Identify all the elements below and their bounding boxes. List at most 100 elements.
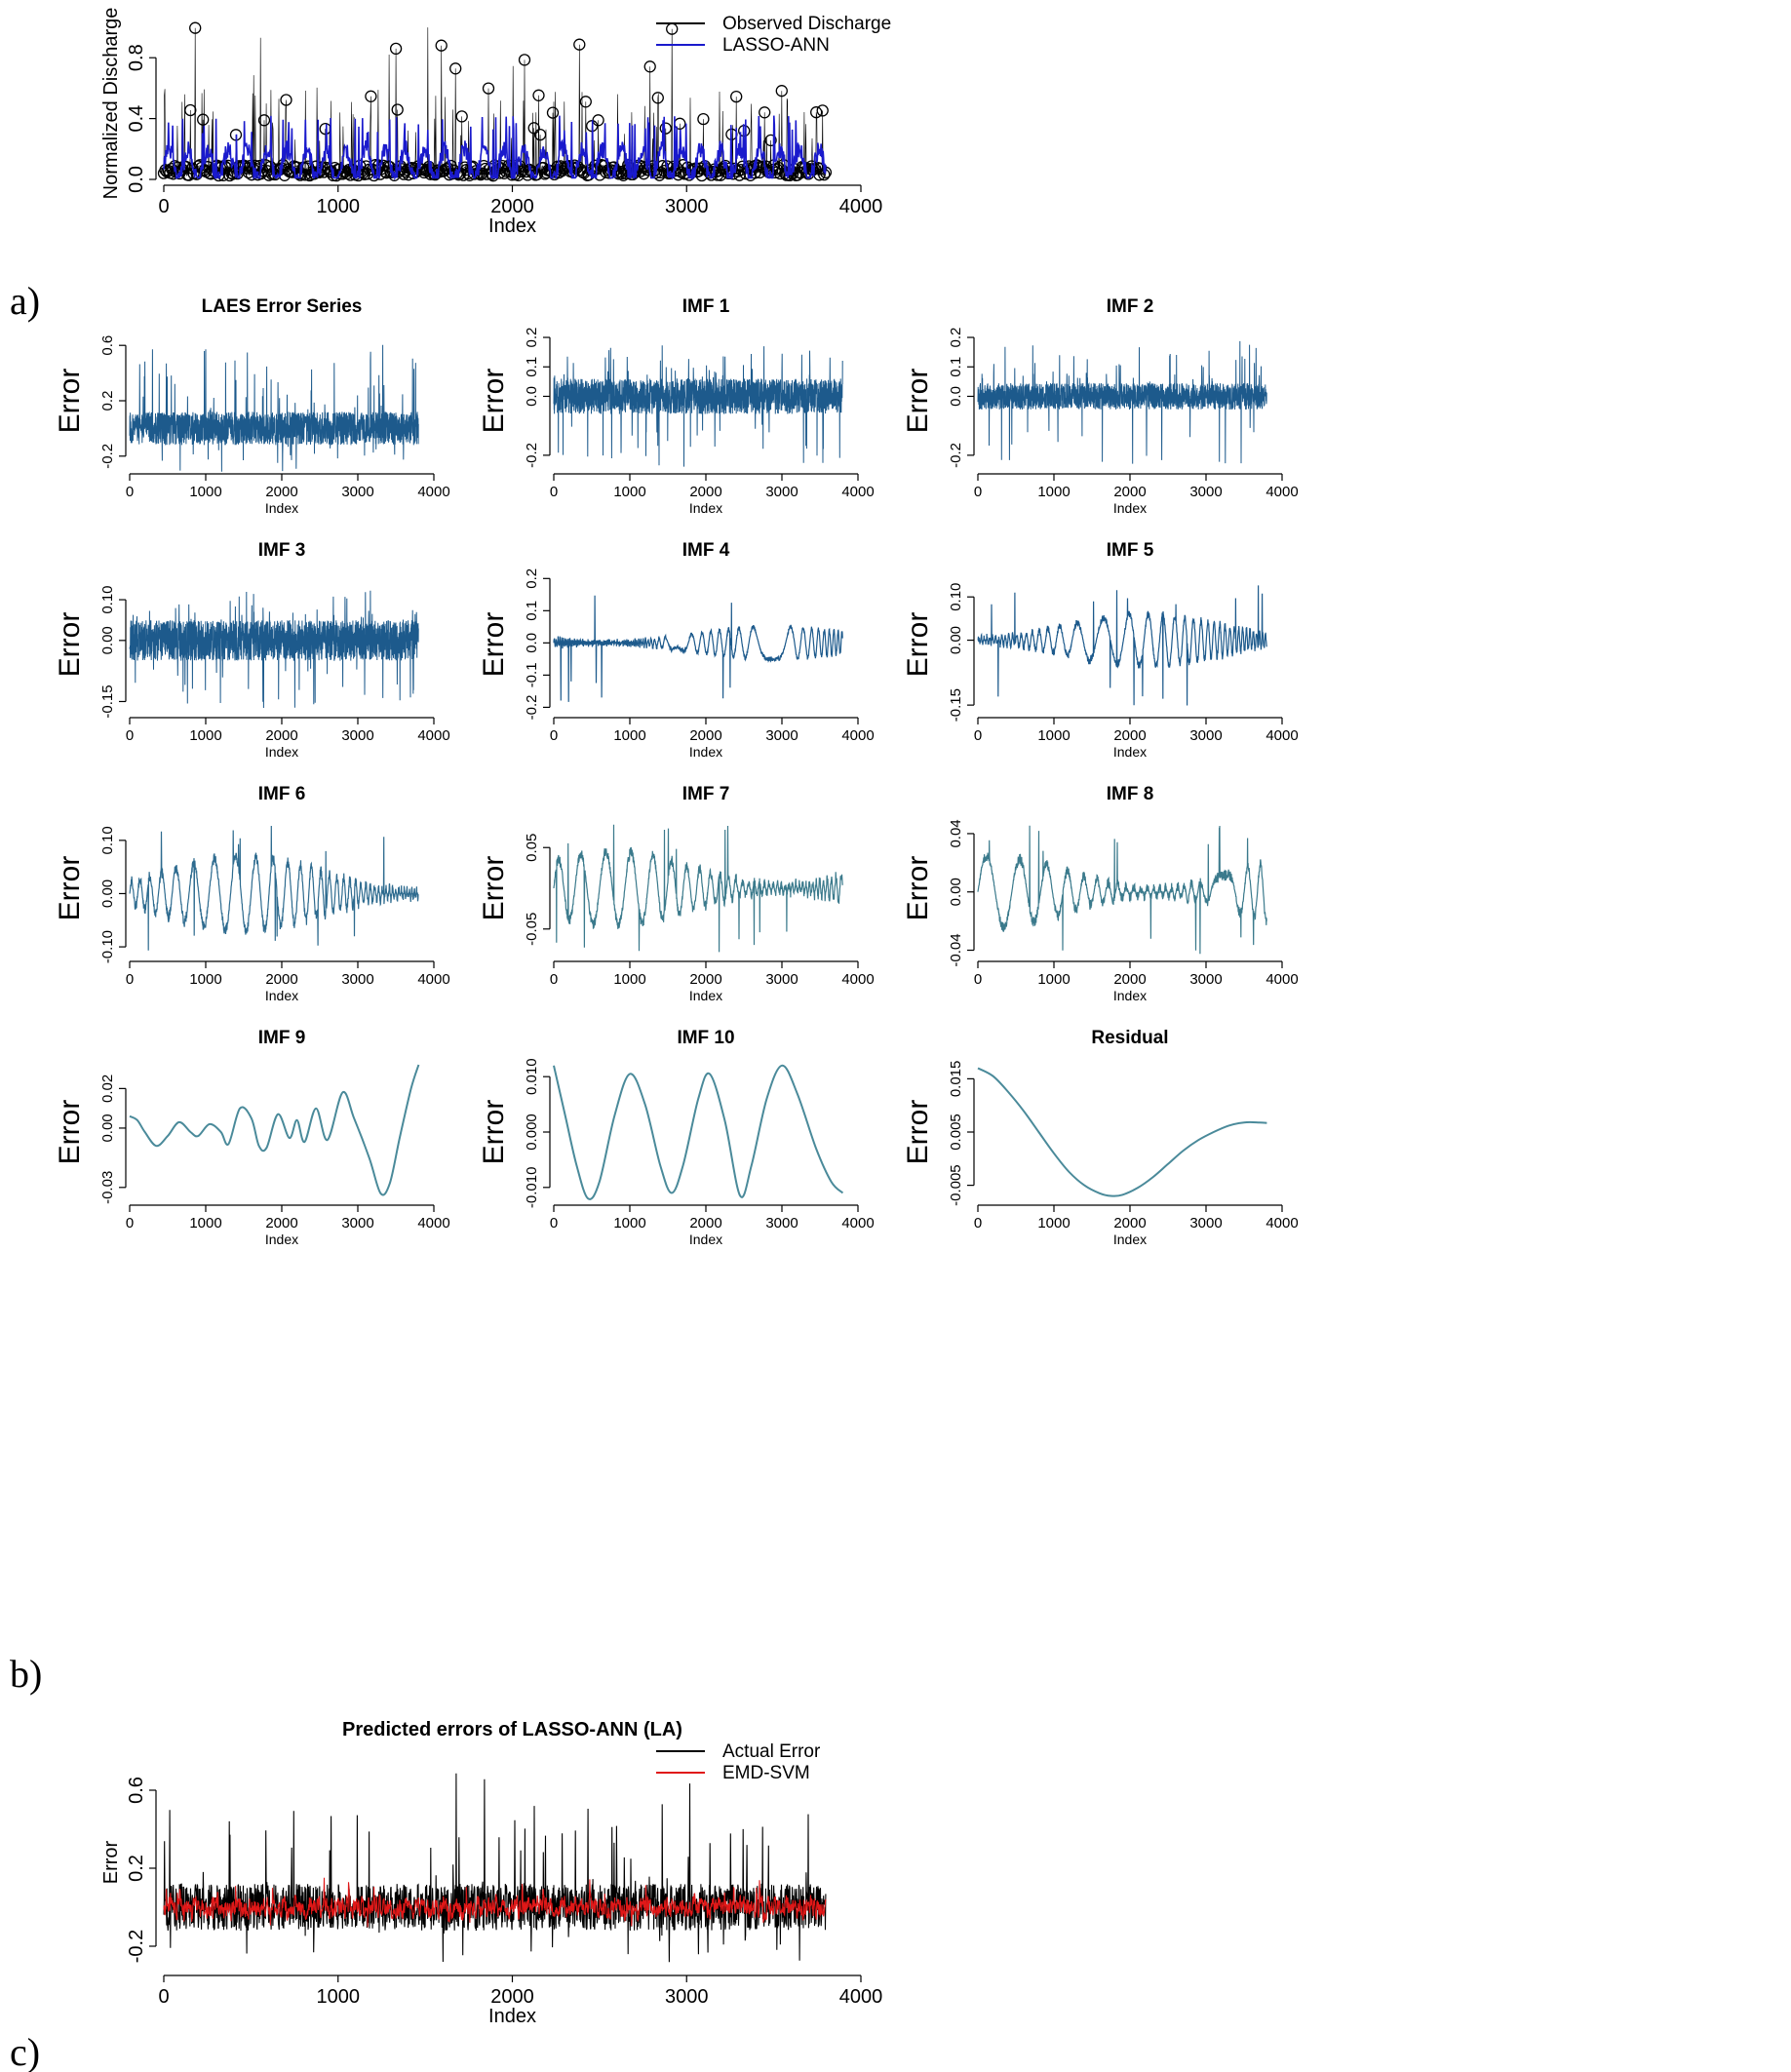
axes [543,336,859,481]
x-axis-label: Index [265,988,298,1003]
series-lasso-ann [163,115,827,181]
x-tick-label: 4000 [1265,1215,1298,1231]
series-0 [977,340,1267,464]
chart-title: IMF 4 [682,540,730,561]
x-axis-label: Index [265,744,298,760]
x-tick-label: 0 [974,971,982,988]
y-tick-label: 0.05 [524,834,540,862]
x-axis-label: Index [689,988,722,1003]
x-tick-label: 3000 [765,727,798,744]
chart-title: IMF 1 [682,296,730,317]
axes [543,577,859,724]
axes [119,599,435,724]
x-axis-label: Index [1113,500,1147,516]
axes [967,596,1283,724]
y-tick-label: -0.2 [524,443,540,468]
series-line [163,1877,827,1928]
y-tick-label: 0.2 [948,328,964,348]
axes [149,1789,862,1982]
y-tick-label: 0.015 [948,1061,964,1098]
x-tick-label: 2000 [1113,1215,1146,1231]
x-tick-label: 3000 [341,971,373,988]
x-tick-label: 3000 [765,971,798,988]
y-axis-label: Error [478,369,510,434]
x-axis-label: Index [689,500,722,516]
x-tick-label: 1000 [189,727,221,744]
y-tick-label: 0.1 [948,357,964,377]
x-tick-label: 1000 [1037,484,1070,500]
y-tick-label: -0.2 [524,694,540,720]
x-tick-label: 1000 [189,1215,221,1231]
x-tick-label: 4000 [417,1215,449,1231]
x-tick-label: 1000 [317,196,361,217]
y-tick-label: 0.02 [99,1075,116,1103]
x-tick-label: 3000 [341,1215,373,1231]
chart-b8: IMF 7 0 1000 2000 3000 4000 Index -0.05 0.05 Erro… [478,784,875,1003]
chart-title: IMF 10 [677,1028,734,1048]
series-line [553,345,843,467]
axes [149,57,862,192]
y-tick-label: 0.000 [524,1114,540,1151]
x-tick-label: 4000 [1265,727,1298,744]
y-tick-label: 0.0 [524,633,540,653]
x-tick-label: 0 [126,484,134,500]
chart-b11: IMF 10 0 1000 2000 3000 4000 Index -0.010 0.000 0… [478,1028,875,1247]
y-tick-label: 0.0 [948,386,964,407]
x-tick-label: 3000 [1189,727,1222,744]
series-line [977,340,1267,464]
x-tick-label: 0 [550,1215,558,1231]
y-axis-label: Error [478,612,510,678]
axes [967,1077,1283,1212]
y-tick-label: 0.4 [126,105,147,133]
x-tick-label: 0 [126,1215,134,1231]
series-0 [977,585,1267,706]
chart-title: IMF 7 [682,784,730,804]
chart-b5: IMF 4 0 1000 2000 3000 4000 Index -0.2 -0.1 0.0 0.… [478,540,875,760]
x-tick-label: 2000 [265,1215,297,1231]
x-tick-label: 4000 [841,971,874,988]
x-tick-label: 0 [126,727,134,744]
y-tick-label: -0.005 [948,1164,964,1206]
x-tick-label: 2000 [1113,727,1146,744]
axes [967,833,1283,968]
y-tick-label: 0.10 [99,826,116,854]
x-tick-label: 4000 [839,196,883,217]
x-axis-label: Index [488,2006,536,2027]
y-axis-label: Error [478,1100,510,1165]
y-tick-label: -0.2 [948,443,964,468]
chart-b12: Residual 0 1000 2000 3000 4000 Index -0.005 0.00… [902,1028,1299,1247]
y-tick-label: 0.1 [524,601,540,621]
chart-b6: IMF 5 0 1000 2000 3000 4000 Index -0.15 0.00 0.10… [902,540,1299,760]
chart-b10: IMF 9 0 1000 2000 3000 4000 Index -0.03 0.00 0.02… [54,1028,450,1247]
series-line [977,585,1267,706]
x-tick-label: 1000 [317,1986,361,2008]
x-tick-label: 0 [974,1215,982,1231]
x-tick-label: 0 [550,484,558,500]
panel-label-b: b) [10,1652,42,1696]
axes [543,1075,859,1212]
chart-c: Predicted errors of LASSO-ANN (LA) 0 1000 2… [100,1719,882,2027]
x-tick-label: 2000 [265,971,297,988]
panel-label-c: c) [10,2030,40,2072]
legend-label: LASSO-ANN [722,35,830,56]
axes [119,344,435,481]
y-tick-label: 0.00 [99,880,116,908]
y-tick-label: 0.00 [948,626,964,654]
series-0 [977,1067,1267,1197]
y-tick-label: -0.04 [948,933,964,966]
axes [119,1087,435,1212]
x-tick-label: 4000 [417,971,449,988]
x-tick-label: 3000 [665,1986,709,2008]
x-tick-label: 2000 [265,484,297,500]
y-axis-label: Error [902,612,934,678]
y-tick-label: -0.10 [99,930,116,963]
x-tick-label: 2000 [1113,484,1146,500]
x-tick-label: 0 [158,1986,169,2008]
y-axis-label: Error [902,369,934,434]
x-axis-label: Index [689,744,722,760]
y-tick-label: 0.00 [99,1114,116,1142]
series-line [163,115,827,181]
y-tick-label: 0.6 [99,335,116,356]
series-line [163,1773,827,1963]
